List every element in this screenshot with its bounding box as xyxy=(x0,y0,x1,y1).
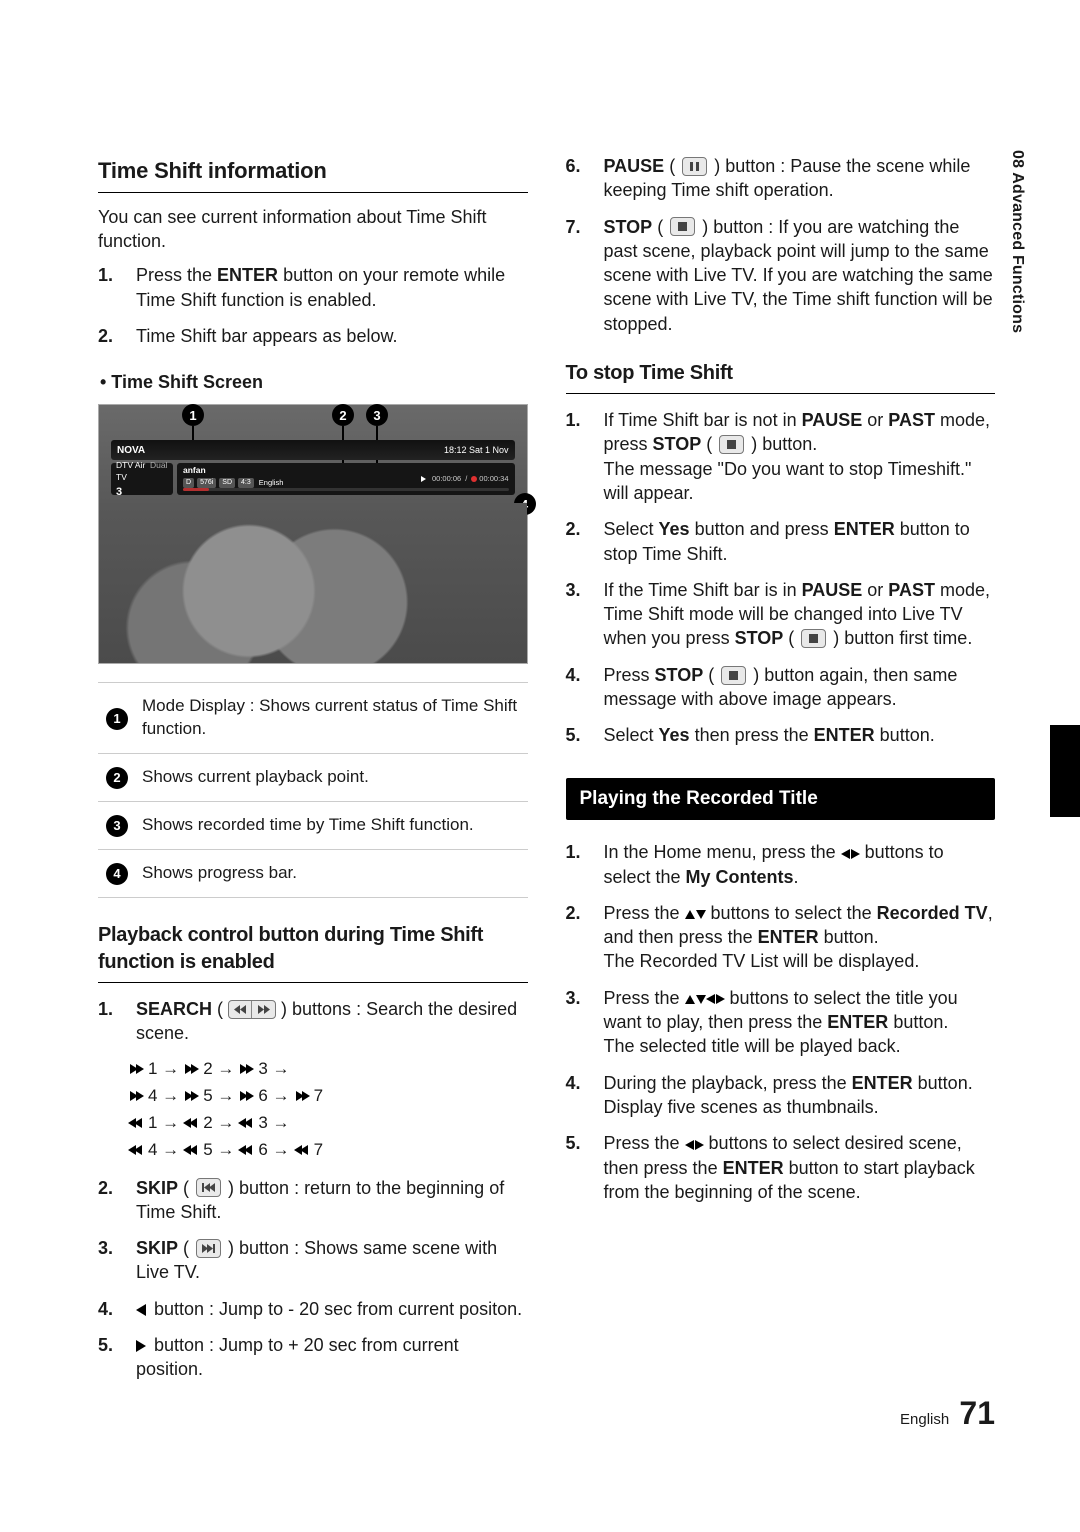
search-speed-sequence: 1 → 2 → 3 → 4 → 5 → 6 → 7 1 → 2 → 3 → 4 … xyxy=(98,1058,528,1162)
legend-row: Shows current playback point. xyxy=(142,754,528,802)
ctrl-item-3: 3. SKIP ( ) button : Shows same scene wi… xyxy=(98,1236,528,1285)
stop-item-5: 5. Select Yes then press the ENTER butto… xyxy=(566,723,996,747)
callout-1: 1 xyxy=(182,404,204,426)
pause-icon xyxy=(682,157,707,176)
osd-chip: 576i xyxy=(197,478,216,488)
para-info: You can see current information about Ti… xyxy=(98,205,528,254)
ctrl-item-1: 1. SEARCH ( ) buttons : Search the desir… xyxy=(98,997,528,1046)
osd-tv: TV xyxy=(116,472,168,483)
play-item-2: 2. Press the buttons to select the Recor… xyxy=(566,901,996,974)
osd-play-time: 00:00:06 xyxy=(432,474,461,484)
play-item-3: 3. Press the buttons to select the title… xyxy=(566,986,996,1059)
stop-icon xyxy=(721,666,746,685)
info-step-2: 2.Time Shift bar appears as below. xyxy=(98,324,528,348)
stop-icon xyxy=(719,435,744,454)
play-item-5: 5. Press the buttons to select desired s… xyxy=(566,1131,996,1204)
ctrl-item-6: 6. PAUSE ( ) button : Pause the scene wh… xyxy=(566,154,996,203)
stop-icon xyxy=(801,629,826,648)
osd-rec-time: 00:00:34 xyxy=(471,474,508,484)
ctrl-item-4: 4. button : Jump to - 20 sec from curren… xyxy=(98,1297,528,1321)
osd-chip: D xyxy=(183,478,194,488)
stop-icon xyxy=(670,217,695,236)
stop-item-1: 1. If Time Shift bar is not in PAUSE or … xyxy=(566,408,996,505)
ctrl-item-2: 2. SKIP ( ) button : return to the begin… xyxy=(98,1176,528,1225)
ctrl-item-5: 5. button : Jump to + 20 sec from curren… xyxy=(98,1333,528,1382)
osd-chip: English xyxy=(259,478,284,488)
page-footer: English 71 xyxy=(900,1392,995,1435)
osd-channel-name: NOVA xyxy=(117,444,145,458)
osd-chip: SD xyxy=(219,478,235,488)
stop-item-4: 4. Press STOP ( ) button again, then sam… xyxy=(566,663,996,712)
left-right-arrows-icon xyxy=(685,1140,704,1150)
left-arrow-icon xyxy=(136,1304,146,1316)
stop-item-3: 3. If the Time Shift bar is in PAUSE or … xyxy=(566,578,996,651)
callout-3: 3 xyxy=(366,404,388,426)
heading-time-shift-info: Time Shift information xyxy=(98,156,528,193)
osd-dtvair: DTV Air xyxy=(116,460,145,470)
right-arrow-icon xyxy=(136,1340,146,1352)
ctrl-item-7: 7. STOP ( ) button : If you are watching… xyxy=(566,215,996,336)
legend-table: 1Mode Display : Shows current status of … xyxy=(98,682,528,898)
osd-dual: Dual xyxy=(150,460,167,470)
left-right-arrows-icon xyxy=(841,849,860,859)
callout-4: 4 xyxy=(514,493,536,515)
left-right-arrows-icon xyxy=(706,994,725,1004)
osd-clock: 18:12 Sat 1 Nov xyxy=(444,444,509,456)
footer-page: 71 xyxy=(959,1395,995,1431)
stop-item-2: 2. Select Yes button and press ENTER but… xyxy=(566,517,996,566)
play-item-1: 1. In the Home menu, press the buttons t… xyxy=(566,840,996,889)
play-item-4: 4. During the playback, press the ENTER … xyxy=(566,1071,996,1120)
figure-time-shift-screen: 1 2 3 4 NOVA 18:12 Sat 1 Nov DTV Air Dua… xyxy=(98,404,528,664)
osd-ch: 3 xyxy=(116,485,168,500)
rewind-forward-icon xyxy=(228,1000,276,1019)
heading-stop-time-shift: To stop Time Shift xyxy=(566,360,996,394)
heading-playing-recorded-title: Playing the Recorded Title xyxy=(566,778,996,821)
skip-fwd-icon xyxy=(196,1239,221,1258)
legend-row: Shows recorded time by Time Shift functi… xyxy=(142,802,528,850)
up-down-arrows-icon xyxy=(685,995,706,1004)
osd-chip: 4:3 xyxy=(238,478,254,488)
skip-back-icon xyxy=(196,1178,221,1197)
footer-lang: English xyxy=(900,1411,949,1428)
legend-row: Shows progress bar. xyxy=(142,850,528,898)
heading-playback-control: Playback control button during Time Shif… xyxy=(98,922,528,983)
up-down-arrows-icon xyxy=(685,910,706,919)
heading-ts-screen: • Time Shift Screen xyxy=(100,370,528,394)
info-step-1: 1.Press the ENTER button on your remote … xyxy=(98,263,528,312)
callout-2: 2 xyxy=(332,404,354,426)
legend-row: Mode Display : Shows current status of T… xyxy=(142,683,528,754)
